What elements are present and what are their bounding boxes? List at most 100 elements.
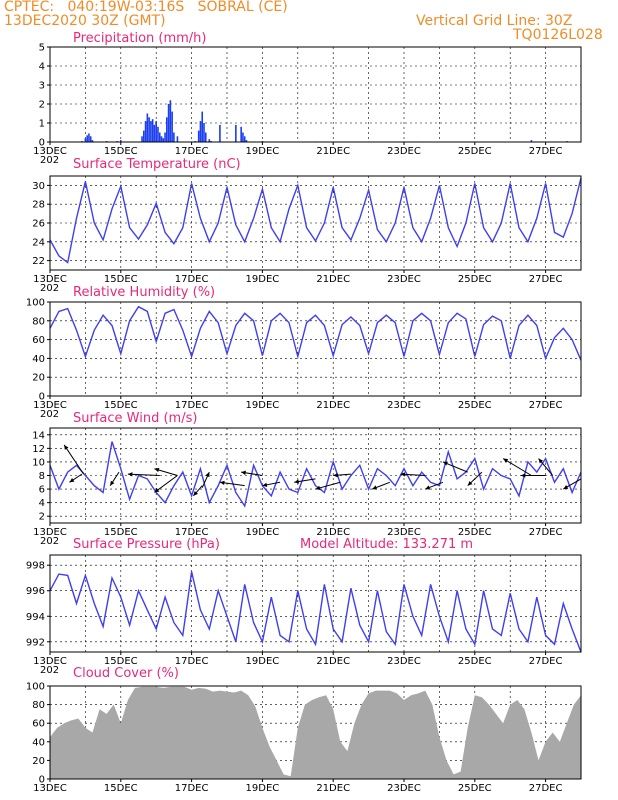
temp-xtick-label: 17DEC <box>175 274 209 285</box>
wind-series-line <box>49 441 582 508</box>
precip-bar <box>166 117 168 142</box>
wind-xtick-label: 27DEC <box>529 527 563 538</box>
wind-vector-head <box>333 472 338 478</box>
header-location: CPTEC: 040:19W-03:16S SOBRAL (CE) <box>4 0 288 15</box>
wind-year-label: 202 <box>40 536 59 547</box>
pressure-xtick-label: 27DEC <box>529 656 563 667</box>
rh-series-line <box>49 305 582 361</box>
precip-bar <box>120 140 122 142</box>
cloud-xtick-label: 15DEC <box>104 783 138 794</box>
wind-vector-head <box>467 480 473 486</box>
rh-year-label: 202 <box>40 409 59 420</box>
pressure-series-line <box>49 571 582 653</box>
cloud-panel <box>47 685 582 782</box>
wind-xtick-label: 13DEC <box>33 527 67 538</box>
precip-ytick-label: 3 <box>39 81 45 92</box>
precip-xtick-label: 25DEC <box>458 146 492 157</box>
precip-bar <box>158 132 161 142</box>
precip-ytick-label: 2 <box>39 100 45 111</box>
cloud-xtick-label: 17DEC <box>175 783 209 794</box>
pressure-ytick-label: 996 <box>26 586 45 597</box>
precip-bar <box>204 132 207 142</box>
cloud-xtick-label: 19DEC <box>246 783 280 794</box>
wind-vector <box>63 444 85 475</box>
wind-vector-head <box>563 484 569 490</box>
rh-xtick-label: 21DEC <box>316 400 350 411</box>
precip-bar <box>157 126 159 142</box>
precip-bar <box>148 117 150 142</box>
wind-panel <box>47 427 582 526</box>
wind-xtick-label: 19DEC <box>246 527 280 538</box>
cloud-xtick-label: 13DEC <box>33 783 67 794</box>
wind-title: Surface Wind (m/s) <box>73 411 197 426</box>
cloud-ytick-label: 0 <box>39 775 45 786</box>
wind-vector-head <box>442 461 448 466</box>
wind-xtick-label: 25DEC <box>458 527 492 538</box>
precip-bar <box>171 111 173 142</box>
precip-xtick-label: 13DEC <box>33 146 67 157</box>
rh-xtick-label: 19DEC <box>246 400 280 411</box>
temp-xtick-label: 19DEC <box>246 274 280 285</box>
precip-bar <box>201 111 204 142</box>
precip-xtick-label: 23DEC <box>387 146 421 157</box>
precip-bar <box>243 136 246 142</box>
precip-xtick-label: 19DEC <box>246 146 280 157</box>
precip-bar <box>91 140 94 142</box>
precip-panel <box>47 46 582 145</box>
pressure-xtick-label: 21DEC <box>316 656 350 667</box>
precip-bar <box>143 130 145 142</box>
cloud-frame <box>49 685 582 780</box>
wind-vector-head <box>193 491 198 496</box>
pressure-xtick-label: 25DEC <box>458 656 492 667</box>
cloud-ytick-label: 80 <box>32 700 45 711</box>
precip-bar <box>173 132 175 142</box>
precip-bar <box>530 140 533 142</box>
precip-bar <box>86 135 88 142</box>
precip-bar <box>235 124 237 142</box>
wind-ytick-label: 8 <box>39 471 45 482</box>
wind-ytick-label: 6 <box>39 485 45 496</box>
temp-ytick-label: 28 <box>32 200 45 211</box>
precip-bar <box>199 121 202 142</box>
temp-ytick-label: 30 <box>32 181 45 192</box>
precip-ytick-label: 0 <box>39 138 45 149</box>
wind-vector-head <box>64 444 69 450</box>
precip-bar <box>208 139 211 142</box>
precip-ytick-label: 1 <box>39 119 45 130</box>
rh-xtick-label: 23DEC <box>387 400 421 411</box>
pressure-xtick-label: 19DEC <box>246 656 280 667</box>
pressure-ytick-label: 994 <box>26 612 45 623</box>
temp-xtick-label: 21DEC <box>316 274 350 285</box>
precip-title: Precipitation (mm/h) <box>73 31 206 46</box>
temp-xtick-label: 15DEC <box>104 274 138 285</box>
precip-bar <box>164 132 166 142</box>
wind-vector-head <box>520 473 526 478</box>
wind-vector-head <box>294 479 300 484</box>
wind-ytick-label: 4 <box>39 498 45 509</box>
rh-xtick-label: 25DEC <box>458 400 492 411</box>
wind-vector <box>502 458 532 476</box>
rh-ytick-label: 0 <box>39 392 45 403</box>
pressure-title: Surface Pressure (hPa) <box>73 537 220 552</box>
wind-vector-head <box>127 472 133 477</box>
pressure-xtick-label: 17DEC <box>175 656 209 667</box>
wind-vector-head <box>154 467 160 473</box>
pressure-frame <box>49 554 582 653</box>
wind-ytick-label: 14 <box>32 430 45 441</box>
precip-xtick-label: 21DEC <box>316 146 350 157</box>
cloud-title: Cloud Cover (%) <box>73 666 179 681</box>
precip-bar <box>169 100 172 142</box>
precip-bar <box>150 121 152 142</box>
wind-vector-head <box>503 458 509 463</box>
temp-ytick-label: 26 <box>32 219 45 230</box>
wind-ytick-label: 10 <box>32 457 45 468</box>
temp-xtick-label: 27DEC <box>529 274 563 285</box>
wind-ytick-label: 2 <box>39 512 45 523</box>
cloud-xtick-label: 25DEC <box>458 783 492 794</box>
pressure-panel <box>47 554 582 655</box>
precip-bar <box>89 136 92 142</box>
pressure-ytick-label: 992 <box>26 637 45 648</box>
wind-vector-head <box>262 482 268 487</box>
precip-bar <box>155 121 157 142</box>
